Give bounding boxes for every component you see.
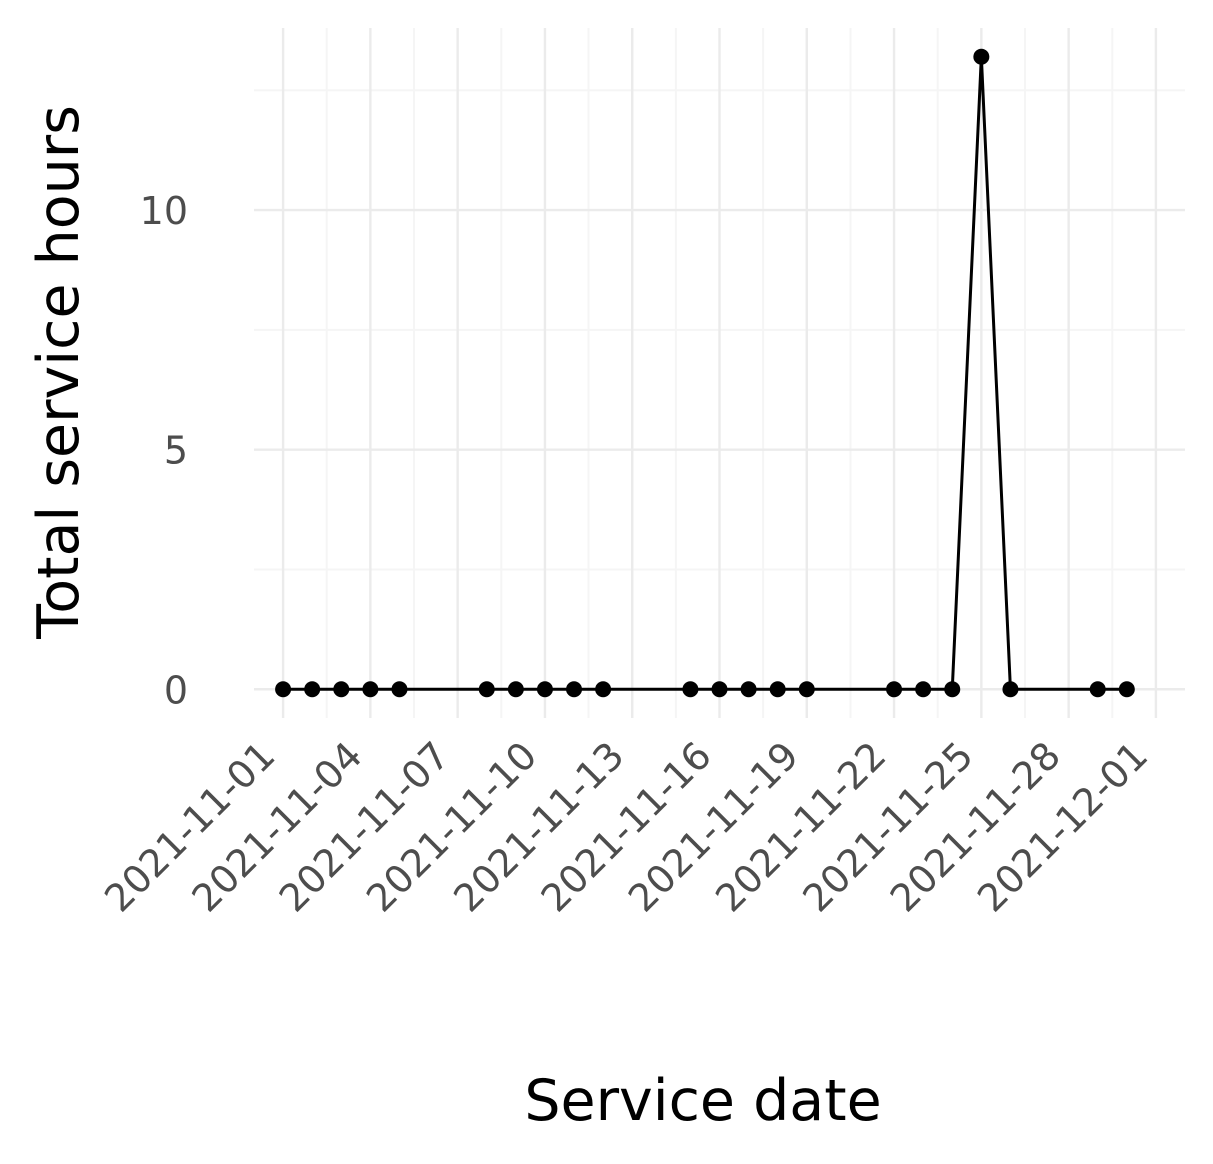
data-point — [1089, 681, 1106, 698]
y-axis-tick-labels: 0 5 10 — [140, 189, 188, 712]
data-point — [798, 681, 815, 698]
series-line — [283, 55, 1127, 691]
data-point — [275, 681, 292, 698]
data-point — [507, 681, 524, 698]
y-tick-label: 10 — [140, 189, 188, 233]
data-point — [740, 681, 757, 698]
x-axis-tick-labels: 2021-11-012021-11-042021-11-072021-11-10… — [96, 733, 1156, 920]
data-point — [711, 681, 728, 698]
data-point — [769, 681, 786, 698]
data-point — [595, 681, 612, 698]
data-point — [682, 681, 699, 698]
data-point — [333, 681, 350, 698]
data-point — [478, 681, 495, 698]
x-axis-title: Service date — [524, 1068, 881, 1134]
data-point — [566, 681, 583, 698]
grid-major — [254, 28, 1185, 718]
data-point — [391, 681, 408, 698]
data-point — [362, 681, 379, 698]
data-point — [304, 681, 321, 698]
data-point — [1118, 681, 1135, 698]
y-tick-label: 0 — [164, 668, 188, 712]
data-point — [973, 48, 990, 65]
y-tick-label: 5 — [164, 429, 188, 473]
data-point — [886, 681, 903, 698]
y-axis-title: Total service hours — [26, 105, 92, 640]
data-point — [536, 681, 553, 698]
data-point — [944, 681, 961, 698]
data-series — [275, 48, 1135, 698]
data-point — [915, 681, 932, 698]
data-point — [1002, 681, 1019, 698]
